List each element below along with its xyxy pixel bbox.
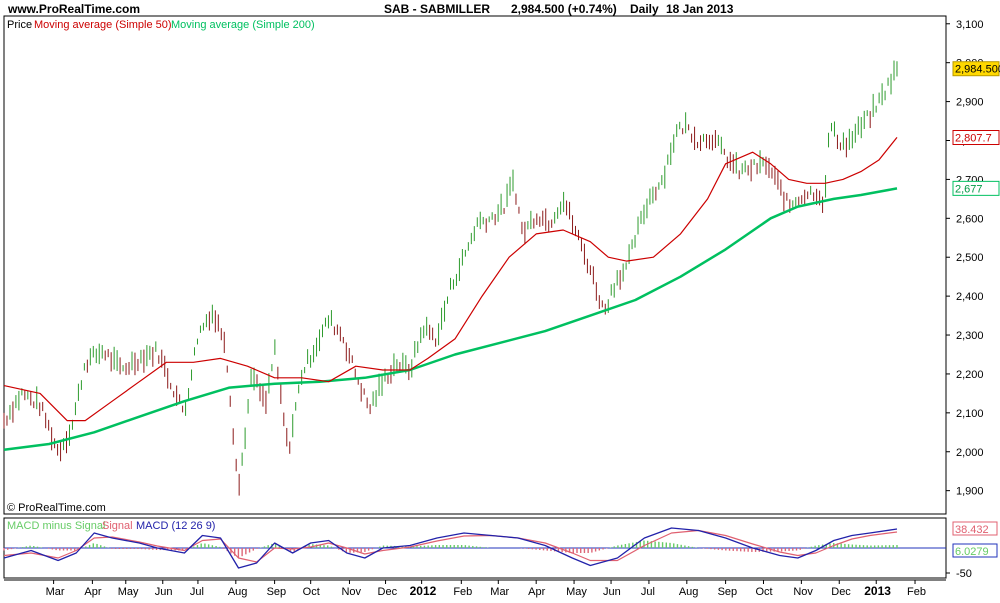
macd-legend-signal: Signal xyxy=(102,520,133,532)
legend-ma50: Moving average (Simple 50) xyxy=(34,19,172,31)
date-label: 18 Jan 2013 xyxy=(666,2,734,16)
ma200-tag: 2,677 xyxy=(955,183,983,195)
x-tick-label: Jul xyxy=(190,586,204,598)
macd-legend-macd: MACD (12 26 9) xyxy=(136,520,215,532)
symbol-label: SAB - SABMILLER xyxy=(384,2,490,16)
y-tick-label: 3,100 xyxy=(956,19,984,31)
macd-y-tick-label: -50 xyxy=(956,568,972,580)
last-price-tag-box xyxy=(952,61,1000,77)
x-tick-label: Feb xyxy=(907,586,926,598)
x-tick-label: Oct xyxy=(755,586,772,598)
x-tick-label: Apr xyxy=(528,586,545,598)
x-tick-label: May xyxy=(566,586,587,598)
x-tick-label: Apr xyxy=(84,586,101,598)
x-tick-label: Jun xyxy=(603,586,621,598)
x-tick-label: Jul xyxy=(641,586,655,598)
y-tick-label: 1,900 xyxy=(956,486,984,498)
watermark: © ProRealTime.com xyxy=(7,502,106,514)
legend-price: Price xyxy=(7,19,32,31)
ma50-line xyxy=(3,137,898,422)
last-price-tag: 2,984.500 xyxy=(955,64,1000,76)
price-panel xyxy=(3,15,947,515)
ma50-tag: 2,807.7 xyxy=(955,133,992,145)
ma50-tag-box xyxy=(952,130,1000,146)
x-tick-label: Nov xyxy=(793,586,813,598)
x-tick-label: Mar xyxy=(490,586,509,598)
x-tick-label: 2012 xyxy=(410,584,437,598)
y-tick-label: 2,600 xyxy=(956,213,984,225)
ma200-tag-box xyxy=(952,180,1000,196)
macd-signal-line xyxy=(3,529,898,563)
macd-legend-hist: MACD minus Signal xyxy=(7,520,105,532)
x-tick-label: Mar xyxy=(46,586,65,598)
y-tick-label: 2,500 xyxy=(956,252,984,264)
x-tick-label: Sep xyxy=(718,586,738,598)
x-tick-label: Nov xyxy=(341,586,361,598)
period-label: Daily xyxy=(630,2,659,16)
x-tick-label: May xyxy=(118,586,139,598)
y-tick-label: 2,000 xyxy=(956,447,984,459)
x-tick-label: Aug xyxy=(228,586,248,598)
hist-value-box xyxy=(952,543,998,558)
macd-value-tag: 38.432 xyxy=(955,524,989,536)
y-tick-label: 2,400 xyxy=(956,291,984,303)
x-tick-label: 2013 xyxy=(864,584,891,598)
price-change: 2,984.500 (+0.74%) xyxy=(511,2,617,16)
ma200-line xyxy=(3,187,898,452)
macd-line xyxy=(3,527,898,569)
y-tick-label: 2,300 xyxy=(956,330,984,342)
site-name: www.ProRealTime.com xyxy=(7,2,140,16)
hist-value-tag: 6.0279 xyxy=(955,546,989,558)
x-tick-label: Sep xyxy=(267,586,287,598)
y-tick-label: 2,200 xyxy=(956,369,984,381)
macd-value-box xyxy=(952,521,998,536)
y-tick-label: 2,900 xyxy=(956,97,984,109)
x-tick-label: Feb xyxy=(453,586,472,598)
x-tick-label: Aug xyxy=(679,586,699,598)
x-tick-label: Dec xyxy=(378,586,398,598)
x-tick-label: Jun xyxy=(155,586,173,598)
y-tick-label: 2,100 xyxy=(956,408,984,420)
x-tick-label: Dec xyxy=(831,586,851,598)
x-tick-label: Oct xyxy=(303,586,320,598)
legend-ma200: Moving average (Simple 200) xyxy=(171,19,315,31)
